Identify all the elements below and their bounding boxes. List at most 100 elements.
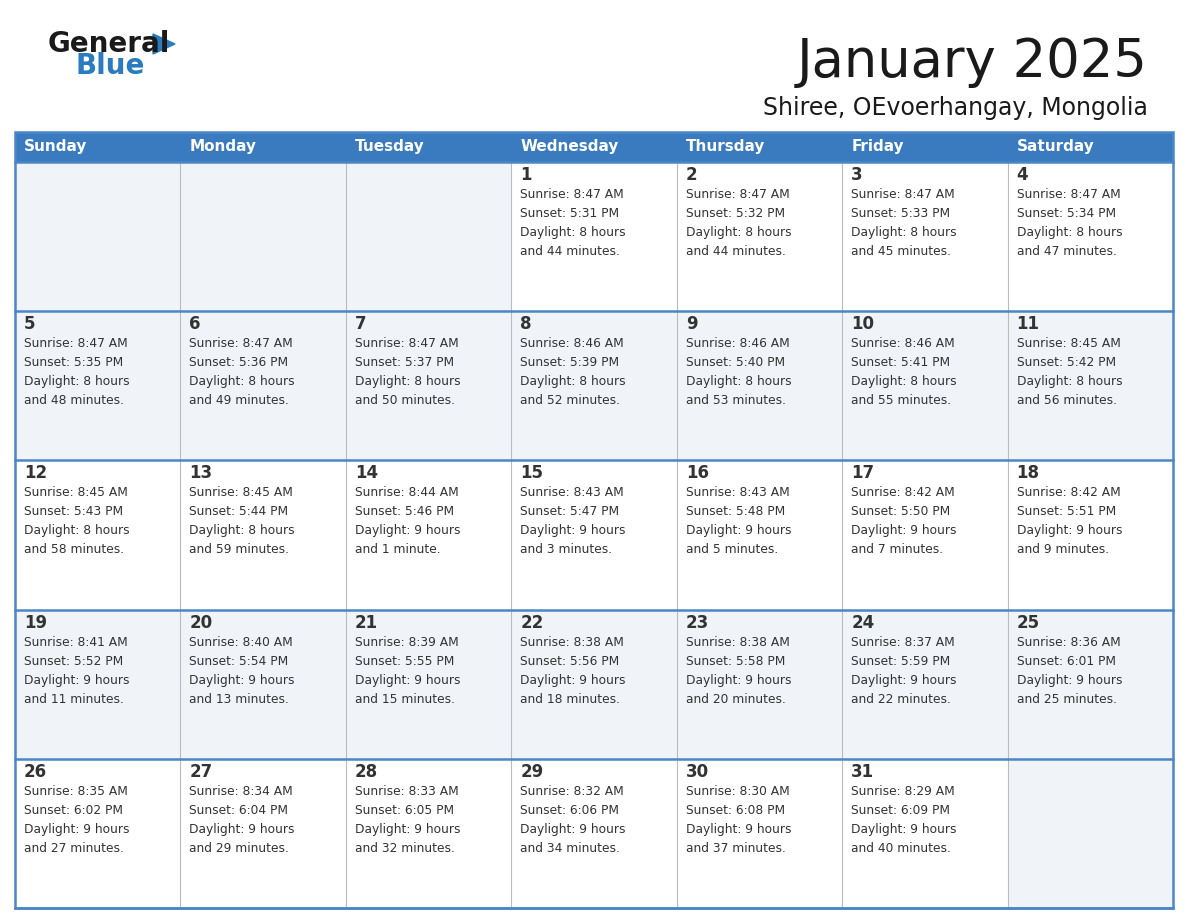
Text: 1: 1 bbox=[520, 166, 532, 184]
Bar bbox=[181, 132, 346, 162]
Text: 12: 12 bbox=[24, 465, 48, 482]
Text: Tuesday: Tuesday bbox=[355, 140, 424, 154]
Text: Sunrise: 8:38 AM
Sunset: 5:58 PM
Daylight: 9 hours
and 20 minutes.: Sunrise: 8:38 AM Sunset: 5:58 PM Dayligh… bbox=[685, 635, 791, 706]
Bar bbox=[842, 610, 1007, 759]
Text: Sunrise: 8:46 AM
Sunset: 5:39 PM
Daylight: 8 hours
and 52 minutes.: Sunrise: 8:46 AM Sunset: 5:39 PM Dayligh… bbox=[520, 337, 626, 408]
Text: 19: 19 bbox=[24, 613, 48, 632]
Text: Sunrise: 8:30 AM
Sunset: 6:08 PM
Daylight: 9 hours
and 37 minutes.: Sunrise: 8:30 AM Sunset: 6:08 PM Dayligh… bbox=[685, 785, 791, 855]
Text: Wednesday: Wednesday bbox=[520, 140, 619, 154]
Text: Sunrise: 8:35 AM
Sunset: 6:02 PM
Daylight: 9 hours
and 27 minutes.: Sunrise: 8:35 AM Sunset: 6:02 PM Dayligh… bbox=[24, 785, 129, 855]
Text: Thursday: Thursday bbox=[685, 140, 765, 154]
Bar bbox=[842, 461, 1007, 610]
Text: 4: 4 bbox=[1017, 166, 1028, 184]
Bar bbox=[346, 759, 511, 908]
Text: Sunrise: 8:46 AM
Sunset: 5:41 PM
Daylight: 8 hours
and 55 minutes.: Sunrise: 8:46 AM Sunset: 5:41 PM Dayligh… bbox=[851, 337, 956, 408]
Text: Sunrise: 8:47 AM
Sunset: 5:31 PM
Daylight: 8 hours
and 44 minutes.: Sunrise: 8:47 AM Sunset: 5:31 PM Dayligh… bbox=[520, 188, 626, 258]
Bar bbox=[346, 132, 511, 162]
Text: Sunrise: 8:47 AM
Sunset: 5:32 PM
Daylight: 8 hours
and 44 minutes.: Sunrise: 8:47 AM Sunset: 5:32 PM Dayligh… bbox=[685, 188, 791, 258]
Text: Sunrise: 8:43 AM
Sunset: 5:48 PM
Daylight: 9 hours
and 5 minutes.: Sunrise: 8:43 AM Sunset: 5:48 PM Dayligh… bbox=[685, 487, 791, 556]
Text: 3: 3 bbox=[851, 166, 862, 184]
Text: General: General bbox=[48, 30, 170, 58]
Text: 11: 11 bbox=[1017, 315, 1040, 333]
Text: 6: 6 bbox=[189, 315, 201, 333]
Bar bbox=[181, 759, 346, 908]
Bar bbox=[842, 132, 1007, 162]
Bar bbox=[346, 162, 511, 311]
Text: 5: 5 bbox=[24, 315, 36, 333]
Bar bbox=[511, 759, 677, 908]
Text: 22: 22 bbox=[520, 613, 544, 632]
Text: Sunday: Sunday bbox=[24, 140, 88, 154]
Text: Sunrise: 8:42 AM
Sunset: 5:51 PM
Daylight: 9 hours
and 9 minutes.: Sunrise: 8:42 AM Sunset: 5:51 PM Dayligh… bbox=[1017, 487, 1123, 556]
Bar bbox=[511, 162, 677, 311]
Bar bbox=[511, 311, 677, 461]
Bar bbox=[181, 311, 346, 461]
Bar bbox=[15, 132, 1173, 908]
Text: Sunrise: 8:32 AM
Sunset: 6:06 PM
Daylight: 9 hours
and 34 minutes.: Sunrise: 8:32 AM Sunset: 6:06 PM Dayligh… bbox=[520, 785, 626, 855]
Text: 26: 26 bbox=[24, 763, 48, 781]
Text: Monday: Monday bbox=[189, 140, 257, 154]
Bar bbox=[15, 132, 181, 162]
Text: Sunrise: 8:45 AM
Sunset: 5:43 PM
Daylight: 8 hours
and 58 minutes.: Sunrise: 8:45 AM Sunset: 5:43 PM Dayligh… bbox=[24, 487, 129, 556]
Text: Sunrise: 8:45 AM
Sunset: 5:44 PM
Daylight: 8 hours
and 59 minutes.: Sunrise: 8:45 AM Sunset: 5:44 PM Dayligh… bbox=[189, 487, 295, 556]
Bar bbox=[842, 311, 1007, 461]
Text: 21: 21 bbox=[355, 613, 378, 632]
Bar bbox=[181, 610, 346, 759]
Text: Sunrise: 8:45 AM
Sunset: 5:42 PM
Daylight: 8 hours
and 56 minutes.: Sunrise: 8:45 AM Sunset: 5:42 PM Dayligh… bbox=[1017, 337, 1123, 408]
Polygon shape bbox=[153, 34, 175, 54]
Text: Sunrise: 8:36 AM
Sunset: 6:01 PM
Daylight: 9 hours
and 25 minutes.: Sunrise: 8:36 AM Sunset: 6:01 PM Dayligh… bbox=[1017, 635, 1123, 706]
Bar bbox=[677, 610, 842, 759]
Text: Sunrise: 8:47 AM
Sunset: 5:33 PM
Daylight: 8 hours
and 45 minutes.: Sunrise: 8:47 AM Sunset: 5:33 PM Dayligh… bbox=[851, 188, 956, 258]
Bar bbox=[346, 311, 511, 461]
Bar bbox=[15, 610, 181, 759]
Text: 20: 20 bbox=[189, 613, 213, 632]
Text: Sunrise: 8:43 AM
Sunset: 5:47 PM
Daylight: 9 hours
and 3 minutes.: Sunrise: 8:43 AM Sunset: 5:47 PM Dayligh… bbox=[520, 487, 626, 556]
Text: Sunrise: 8:47 AM
Sunset: 5:35 PM
Daylight: 8 hours
and 48 minutes.: Sunrise: 8:47 AM Sunset: 5:35 PM Dayligh… bbox=[24, 337, 129, 408]
Bar bbox=[181, 162, 346, 311]
Text: Saturday: Saturday bbox=[1017, 140, 1094, 154]
Bar bbox=[677, 759, 842, 908]
Bar bbox=[181, 461, 346, 610]
Text: Sunrise: 8:38 AM
Sunset: 5:56 PM
Daylight: 9 hours
and 18 minutes.: Sunrise: 8:38 AM Sunset: 5:56 PM Dayligh… bbox=[520, 635, 626, 706]
Bar bbox=[346, 610, 511, 759]
Text: 23: 23 bbox=[685, 613, 709, 632]
Text: Sunrise: 8:44 AM
Sunset: 5:46 PM
Daylight: 9 hours
and 1 minute.: Sunrise: 8:44 AM Sunset: 5:46 PM Dayligh… bbox=[355, 487, 461, 556]
Text: Sunrise: 8:33 AM
Sunset: 6:05 PM
Daylight: 9 hours
and 32 minutes.: Sunrise: 8:33 AM Sunset: 6:05 PM Dayligh… bbox=[355, 785, 461, 855]
Text: Friday: Friday bbox=[851, 140, 904, 154]
Text: Sunrise: 8:34 AM
Sunset: 6:04 PM
Daylight: 9 hours
and 29 minutes.: Sunrise: 8:34 AM Sunset: 6:04 PM Dayligh… bbox=[189, 785, 295, 855]
Bar bbox=[511, 610, 677, 759]
Bar bbox=[842, 759, 1007, 908]
Text: 14: 14 bbox=[355, 465, 378, 482]
Bar bbox=[511, 132, 677, 162]
Text: 13: 13 bbox=[189, 465, 213, 482]
Text: 2: 2 bbox=[685, 166, 697, 184]
Text: 24: 24 bbox=[851, 613, 874, 632]
Text: Sunrise: 8:47 AM
Sunset: 5:36 PM
Daylight: 8 hours
and 49 minutes.: Sunrise: 8:47 AM Sunset: 5:36 PM Dayligh… bbox=[189, 337, 295, 408]
Text: 10: 10 bbox=[851, 315, 874, 333]
Text: 9: 9 bbox=[685, 315, 697, 333]
Bar bbox=[677, 162, 842, 311]
Text: 31: 31 bbox=[851, 763, 874, 781]
Text: 17: 17 bbox=[851, 465, 874, 482]
Bar bbox=[15, 162, 181, 311]
Text: 29: 29 bbox=[520, 763, 544, 781]
Text: Sunrise: 8:41 AM
Sunset: 5:52 PM
Daylight: 9 hours
and 11 minutes.: Sunrise: 8:41 AM Sunset: 5:52 PM Dayligh… bbox=[24, 635, 129, 706]
Bar bbox=[677, 461, 842, 610]
Bar bbox=[1007, 461, 1173, 610]
Text: 25: 25 bbox=[1017, 613, 1040, 632]
Text: 8: 8 bbox=[520, 315, 532, 333]
Bar bbox=[1007, 610, 1173, 759]
Text: Sunrise: 8:40 AM
Sunset: 5:54 PM
Daylight: 9 hours
and 13 minutes.: Sunrise: 8:40 AM Sunset: 5:54 PM Dayligh… bbox=[189, 635, 295, 706]
Text: Sunrise: 8:42 AM
Sunset: 5:50 PM
Daylight: 9 hours
and 7 minutes.: Sunrise: 8:42 AM Sunset: 5:50 PM Dayligh… bbox=[851, 487, 956, 556]
Bar bbox=[1007, 162, 1173, 311]
Bar bbox=[15, 759, 181, 908]
Text: Sunrise: 8:29 AM
Sunset: 6:09 PM
Daylight: 9 hours
and 40 minutes.: Sunrise: 8:29 AM Sunset: 6:09 PM Dayligh… bbox=[851, 785, 956, 855]
Text: Sunrise: 8:37 AM
Sunset: 5:59 PM
Daylight: 9 hours
and 22 minutes.: Sunrise: 8:37 AM Sunset: 5:59 PM Dayligh… bbox=[851, 635, 956, 706]
Text: Sunrise: 8:46 AM
Sunset: 5:40 PM
Daylight: 8 hours
and 53 minutes.: Sunrise: 8:46 AM Sunset: 5:40 PM Dayligh… bbox=[685, 337, 791, 408]
Bar bbox=[677, 132, 842, 162]
Bar bbox=[1007, 759, 1173, 908]
Bar bbox=[1007, 311, 1173, 461]
Text: Shiree, OEvoerhangay, Mongolia: Shiree, OEvoerhangay, Mongolia bbox=[763, 96, 1148, 120]
Text: 27: 27 bbox=[189, 763, 213, 781]
Text: Sunrise: 8:47 AM
Sunset: 5:37 PM
Daylight: 8 hours
and 50 minutes.: Sunrise: 8:47 AM Sunset: 5:37 PM Dayligh… bbox=[355, 337, 461, 408]
